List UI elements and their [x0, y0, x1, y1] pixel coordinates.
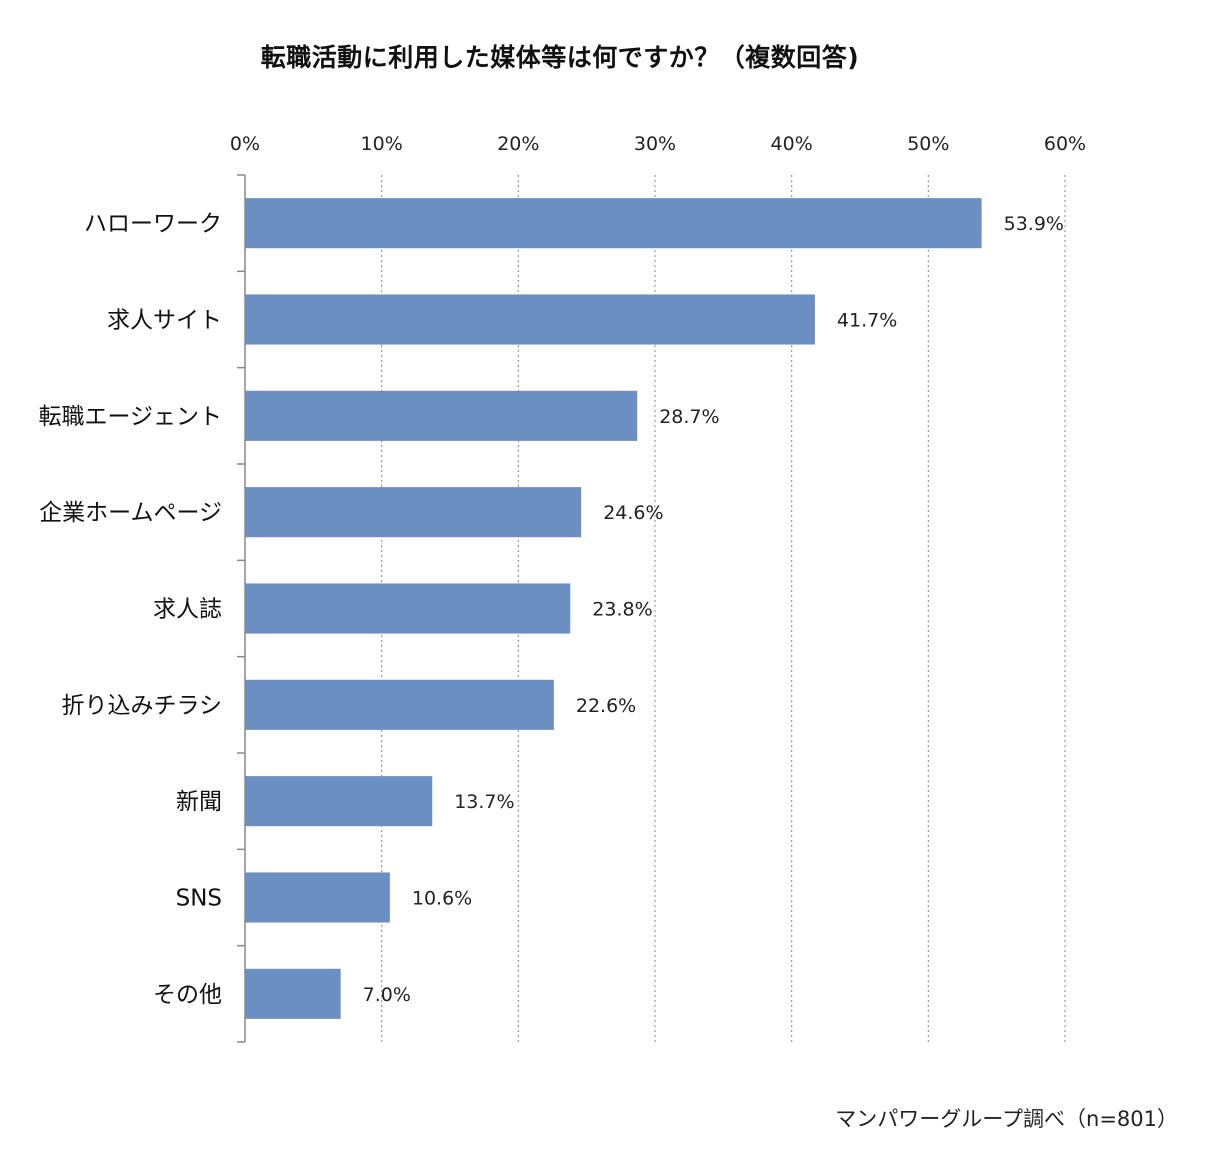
y-axis	[237, 174, 246, 1043]
data-label: 53.9%	[1004, 213, 1064, 235]
x-tick-label: 30%	[634, 133, 676, 155]
category-label: 折り込みチラシ	[61, 693, 222, 719]
bars	[245, 198, 982, 1019]
data-label: 13.7%	[454, 791, 514, 813]
bar	[245, 872, 390, 923]
data-label: 7.0%	[363, 984, 411, 1006]
chart-title: 転職活動に利用した媒体等は何ですか？（複数回答)	[260, 43, 860, 72]
bar	[245, 198, 982, 249]
category-label: 新聞	[176, 789, 222, 815]
bar	[245, 679, 554, 730]
x-tick-label: 40%	[771, 133, 813, 155]
source-note: マンパワーグループ調べ（n=801）	[835, 1107, 1178, 1131]
category-label: その他	[153, 982, 222, 1008]
data-label: 22.6%	[576, 695, 636, 717]
data-label: 24.6%	[603, 502, 663, 524]
bar	[245, 583, 571, 634]
bar	[245, 776, 433, 827]
data-label: 28.7%	[659, 406, 719, 428]
x-tick-label: 60%	[1044, 133, 1086, 155]
category-label: ハローワーク	[84, 211, 222, 237]
data-labels: 53.9% 41.7% 28.7% 24.6% 23.8% 22.6% 13.7% 10.6%…	[363, 213, 1064, 1006]
data-label: 10.6%	[412, 888, 472, 910]
bar	[245, 390, 638, 441]
category-label: 企業ホームページ	[39, 500, 222, 526]
bar	[245, 487, 582, 538]
x-tick-labels: 0% 10% 20% 30% 40% 50% 60%	[230, 133, 1086, 155]
bar	[245, 294, 815, 345]
category-label: 転職エージェント	[38, 404, 222, 430]
x-tick-label: 50%	[907, 133, 949, 155]
x-tick-label: 20%	[497, 133, 539, 155]
category-label: 求人誌	[153, 597, 222, 623]
x-tick-label: 10%	[361, 133, 403, 155]
category-label: SNS	[176, 886, 222, 912]
category-label: 求人サイト	[107, 308, 222, 334]
data-label: 41.7%	[837, 310, 897, 332]
data-label: 23.8%	[592, 599, 652, 621]
bar	[245, 968, 341, 1019]
x-tick-label: 0%	[230, 133, 260, 155]
